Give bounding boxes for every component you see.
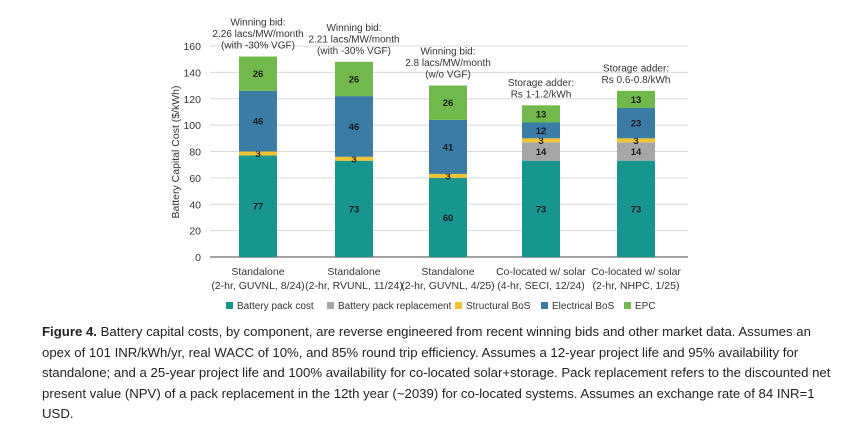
y-tick-label: 0 <box>195 252 201 264</box>
bar-annotation: Rs 0.6-0.8/kWh <box>602 75 671 86</box>
legend-label: EPC <box>635 301 656 312</box>
bar-segment <box>335 96 373 157</box>
y-tick-label: 20 <box>189 226 201 238</box>
legend-swatch <box>226 302 233 309</box>
data-label: 14 <box>536 147 547 158</box>
bar-annotation: Storage adder: <box>603 63 669 74</box>
data-label: 3 <box>633 136 638 147</box>
bar-annotation: Winning bid: <box>230 18 285 29</box>
figure-caption: Figure 4. Battery capital costs, by comp… <box>42 322 832 425</box>
x-tick-label: Co-located w/ solar <box>496 266 586 278</box>
bar-segment <box>429 119 467 174</box>
bar-annotation: (with -30% VGF) <box>221 41 295 52</box>
y-axis-label: Battery Capital Cost ($/kWh) <box>170 85 182 218</box>
y-tick-label: 140 <box>183 67 201 79</box>
legend-label: Electrical BoS <box>552 301 615 312</box>
bar-segment <box>335 160 373 257</box>
bar-segment <box>522 142 560 161</box>
data-label: 26 <box>349 74 360 85</box>
data-label: 13 <box>631 95 642 106</box>
bar-segment <box>522 160 560 257</box>
bar-segment <box>522 138 560 143</box>
bar-annotation: 2.8 lacs/MW/month <box>405 58 491 69</box>
bar-segment <box>335 61 373 97</box>
data-label: 23 <box>631 119 642 130</box>
data-label: 46 <box>253 117 264 128</box>
bar-segment <box>335 156 373 161</box>
x-tick-label: Co-located w/ solar <box>591 266 681 278</box>
bar-segment <box>617 142 655 161</box>
bar-segment <box>429 173 467 178</box>
x-tick-label: Standalone <box>421 266 474 278</box>
data-label: 3 <box>445 171 450 182</box>
bar-segment <box>239 155 277 257</box>
bar-annotation: Winning bid: <box>326 23 381 34</box>
data-label: 12 <box>536 126 547 137</box>
legend-swatch <box>455 302 462 309</box>
data-label: 73 <box>631 204 642 215</box>
bar-annotation: Rs 1-1.2/kWh <box>511 89 572 100</box>
legend-label: Battery pack replacement <box>338 301 452 312</box>
bar-segment <box>617 160 655 257</box>
bar-segment <box>522 105 560 123</box>
data-label: 3 <box>351 154 356 165</box>
legend-label: Battery pack cost <box>237 301 314 312</box>
y-tick-label: 160 <box>183 41 201 53</box>
bar-annotation: Winning bid: <box>420 47 475 58</box>
bar-segment <box>522 122 560 139</box>
bar-segment <box>429 85 467 120</box>
y-tick-label: 40 <box>189 199 201 211</box>
data-label: 60 <box>443 213 454 224</box>
y-tick-label: 100 <box>183 120 201 132</box>
figure-label: Figure 4. <box>42 324 97 339</box>
bar-segment <box>239 90 277 152</box>
legend-swatch <box>541 302 548 309</box>
data-label: 3 <box>538 136 543 147</box>
data-label: 41 <box>443 142 454 153</box>
legend-label: Structural BoS <box>466 301 531 312</box>
legend-swatch <box>624 302 631 309</box>
data-label: 73 <box>349 204 360 215</box>
data-label: 3 <box>255 149 260 160</box>
x-tick-label: (4-hr, SECI, 12/24) <box>497 280 585 292</box>
bar-annotation: 2.21 lacs/MW/month <box>308 34 399 45</box>
bar-annotation: (w/o VGF) <box>425 70 471 81</box>
data-label: 13 <box>536 109 547 120</box>
bar-annotation: Storage adder: <box>508 78 574 89</box>
bar-segment <box>617 107 655 139</box>
data-label: 26 <box>443 98 454 109</box>
bar-segment <box>617 138 655 143</box>
y-tick-label: 120 <box>183 94 201 106</box>
battery-capital-cost-chart: 0 20 40 60 80 100 120 140 160 Battery Capital Cos… <box>170 18 688 312</box>
x-tick-label: Standalone <box>327 266 380 278</box>
bar-segment <box>239 151 277 156</box>
legend-swatch <box>327 302 334 309</box>
data-label: 26 <box>253 69 264 80</box>
bar-annotation: 2.26 lacs/MW/month <box>212 29 303 40</box>
bar-segment <box>429 177 467 257</box>
y-tick-label: 80 <box>189 147 201 159</box>
bar-segment <box>239 56 277 91</box>
bar-segment <box>617 90 655 108</box>
data-label: 73 <box>536 204 547 215</box>
data-label: 46 <box>349 122 360 133</box>
x-tick-label: (2-hr, NHPC, 1/25) <box>593 280 680 292</box>
data-label: 77 <box>253 202 264 213</box>
x-tick-label: Standalone <box>231 266 284 278</box>
y-tick-label: 60 <box>189 173 201 185</box>
x-tick-label: (2-hr, RVUNL, 11/24) <box>305 280 403 292</box>
x-tick-label: (2-hr, GUVNL, 8/24) <box>211 280 304 292</box>
x-tick-label: (2-hr, GUVNL, 4/25) <box>401 280 494 292</box>
figure-caption-text: Battery capital costs, by component, are… <box>42 324 831 421</box>
data-label: 14 <box>631 147 642 158</box>
bar-annotation: (with -30% VGF) <box>317 46 391 57</box>
